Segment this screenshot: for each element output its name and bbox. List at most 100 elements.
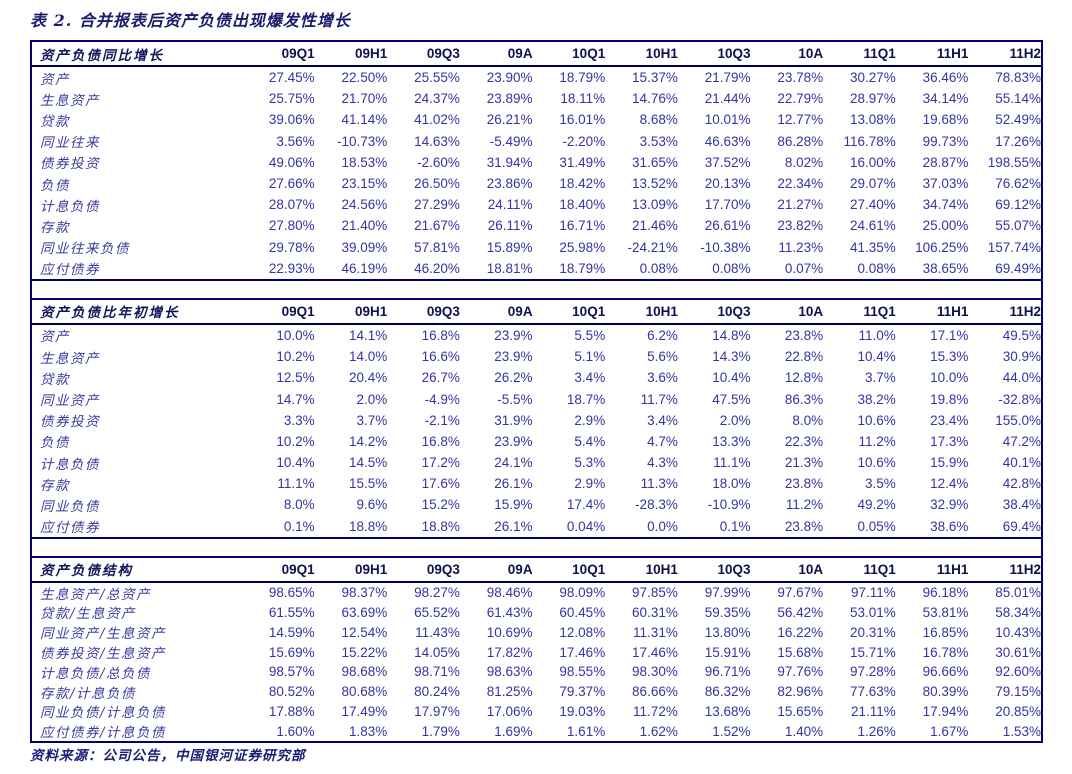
cell-value: 97.28% (849, 664, 896, 680)
row-label: 生息资产 (40, 350, 100, 367)
cell-value: 21.3% (784, 455, 824, 471)
cell-value: 13.68% (704, 703, 751, 719)
cell-value: 5.1% (574, 349, 606, 365)
cell-value: 23.89% (486, 91, 533, 107)
cell-value: 5.4% (574, 433, 606, 449)
cell-value: 26.1% (494, 476, 533, 492)
cell-value: 32.9% (930, 497, 969, 513)
table-title: 资产负债同比增长 (40, 47, 164, 64)
cell-value: 55.14% (995, 91, 1042, 107)
cell-value: 18.79% (559, 70, 606, 86)
cell-value: 17.6% (421, 476, 460, 492)
cell-value: 97.11% (850, 585, 896, 601)
cell-value: 1.83% (349, 723, 388, 739)
cell-value: 85.01% (995, 585, 1042, 601)
cell-value: 96.18% (922, 585, 969, 601)
table-row: 存款 27.80% 21.40% 21.67% 26.11% 16.71% 21.46% 26… (32, 215, 1041, 236)
cell-value: -10.38% (700, 239, 751, 255)
cell-value: 11.2% (785, 497, 824, 513)
row-label: 债券投资/生息资产 (40, 646, 167, 663)
cell-value: 15.9% (494, 497, 533, 513)
cell-value: 155.0% (995, 412, 1042, 428)
cell-value: 99.73% (922, 133, 969, 149)
cell-value: 15.37% (632, 70, 678, 86)
cell-value: 80.24% (414, 684, 460, 700)
column-header: 10Q1 (572, 303, 606, 319)
cell-value: 49.06% (268, 154, 315, 170)
cell-value: 17.46% (559, 644, 606, 660)
column-header: 09Q1 (281, 303, 315, 319)
cell-value: -2.60% (417, 154, 460, 170)
cell-value: 37.52% (704, 154, 751, 170)
table-row: 应付债券 0.1% 18.8% 18.8% 26.1% 0.04% 0.0% 0.1% 23.8… (32, 516, 1041, 537)
cell-value: 2.0% (719, 412, 751, 428)
row-label: 同业往来负债 (40, 241, 130, 258)
cell-value: 4.3% (647, 455, 678, 471)
cell-value: 116.78% (843, 133, 896, 149)
cell-value: 55.07% (995, 218, 1042, 234)
column-header: 09H1 (355, 303, 388, 319)
cell-value: 10.2% (276, 433, 315, 449)
cell-value: 19.03% (559, 703, 606, 719)
column-header: 09A (507, 303, 533, 319)
table-row: 贷款/生息资产 61.55% 63.69% 65.52% 61.43% 60.45% 60.… (32, 603, 1041, 623)
cell-value: 97.76% (777, 664, 824, 680)
table-row: 同业负债 8.0% 9.6% 15.2% 15.9% 17.4% -28.3% -10.9% 1… (32, 494, 1041, 515)
cell-value: 16.22% (777, 624, 824, 640)
cell-value: 26.1% (494, 518, 533, 534)
table-row: 应付债券/计息负债 1.60% 1.83% 1.79% 1.69% 1.61% 1.62% 1… (32, 721, 1041, 742)
cell-value: 80.52% (268, 684, 315, 700)
cell-value: 79.37% (559, 684, 606, 700)
cell-value: 27.80% (268, 218, 315, 234)
cell-value: 42.8% (1002, 476, 1042, 492)
cell-value: 53.01% (849, 604, 896, 620)
cell-value: 21.79% (704, 70, 751, 86)
cell-value: 49.2% (857, 497, 896, 513)
cell-value: 81.25% (486, 684, 533, 700)
cell-value: 25.55% (414, 70, 460, 86)
cell-value: 17.97% (414, 703, 460, 719)
column-header: 11Q1 (863, 303, 896, 319)
cell-value: -5.49% (489, 133, 533, 149)
cell-value: 20.4% (349, 370, 388, 386)
cell-value: 8.02% (784, 154, 824, 170)
source-note: 资料来源：公司公告，中国银河证券研究部 (30, 748, 306, 764)
cell-value: -2.20% (562, 133, 606, 149)
row-label: 同业负债/计息负债 (40, 705, 167, 722)
cell-value: 23.78% (777, 70, 824, 86)
column-header: 09H1 (355, 46, 388, 61)
cell-value: 10.2% (276, 349, 315, 365)
cell-value: -28.3% (635, 497, 678, 513)
row-label: 贷款/生息资产 (40, 606, 137, 623)
cell-value: 17.4% (566, 497, 606, 513)
cell-value: 61.55% (268, 604, 315, 620)
cell-value: 10.4% (857, 349, 896, 365)
table-row: 资产 27.45% 22.50% 25.55% 23.90% 18.79% 15.37% 21… (32, 67, 1041, 88)
cell-value: 16.85% (922, 624, 969, 640)
cell-value: 10.4% (712, 370, 751, 386)
table-header-row: 资产负债同比增长 09Q1 09H1 09Q3 09A 10Q1 10H1 10Q3 10A 11… (32, 42, 1041, 67)
row-label: 同业往来 (40, 135, 100, 152)
row-label: 资产 (40, 329, 70, 346)
row-label: 同业资产 (40, 393, 100, 410)
cell-value: 1.52% (712, 723, 751, 739)
cell-value: 19.68% (922, 112, 969, 128)
cell-value: 10.6% (857, 412, 896, 428)
cell-value: 22.79% (777, 91, 824, 107)
cell-value: 30.9% (1002, 349, 1042, 365)
cell-value: 3.4% (647, 412, 678, 428)
cell-value: 30.27% (849, 70, 896, 86)
column-header: 11H2 (1009, 561, 1042, 577)
cell-value: 16.8% (421, 327, 460, 343)
data-table: 资产负债结构 09Q1 09H1 09Q3 09A 10Q1 10H1 10Q3 10A 11Q1… (32, 555, 1042, 744)
cell-value: 92.60% (995, 664, 1042, 680)
table-row: 同业往来 3.56% -10.73% 14.63% -5.49% -2.20% 3.53% 4… (32, 131, 1041, 152)
cell-value: 14.8% (712, 327, 751, 343)
cell-value: 15.89% (486, 239, 533, 255)
cell-value: 10.4% (276, 455, 315, 471)
row-label: 贷款 (40, 371, 70, 388)
cell-value: 18.8% (421, 518, 460, 534)
cell-value: 21.40% (341, 218, 388, 234)
cell-value: 47.5% (712, 391, 751, 407)
cell-value: 78.83% (995, 70, 1042, 86)
